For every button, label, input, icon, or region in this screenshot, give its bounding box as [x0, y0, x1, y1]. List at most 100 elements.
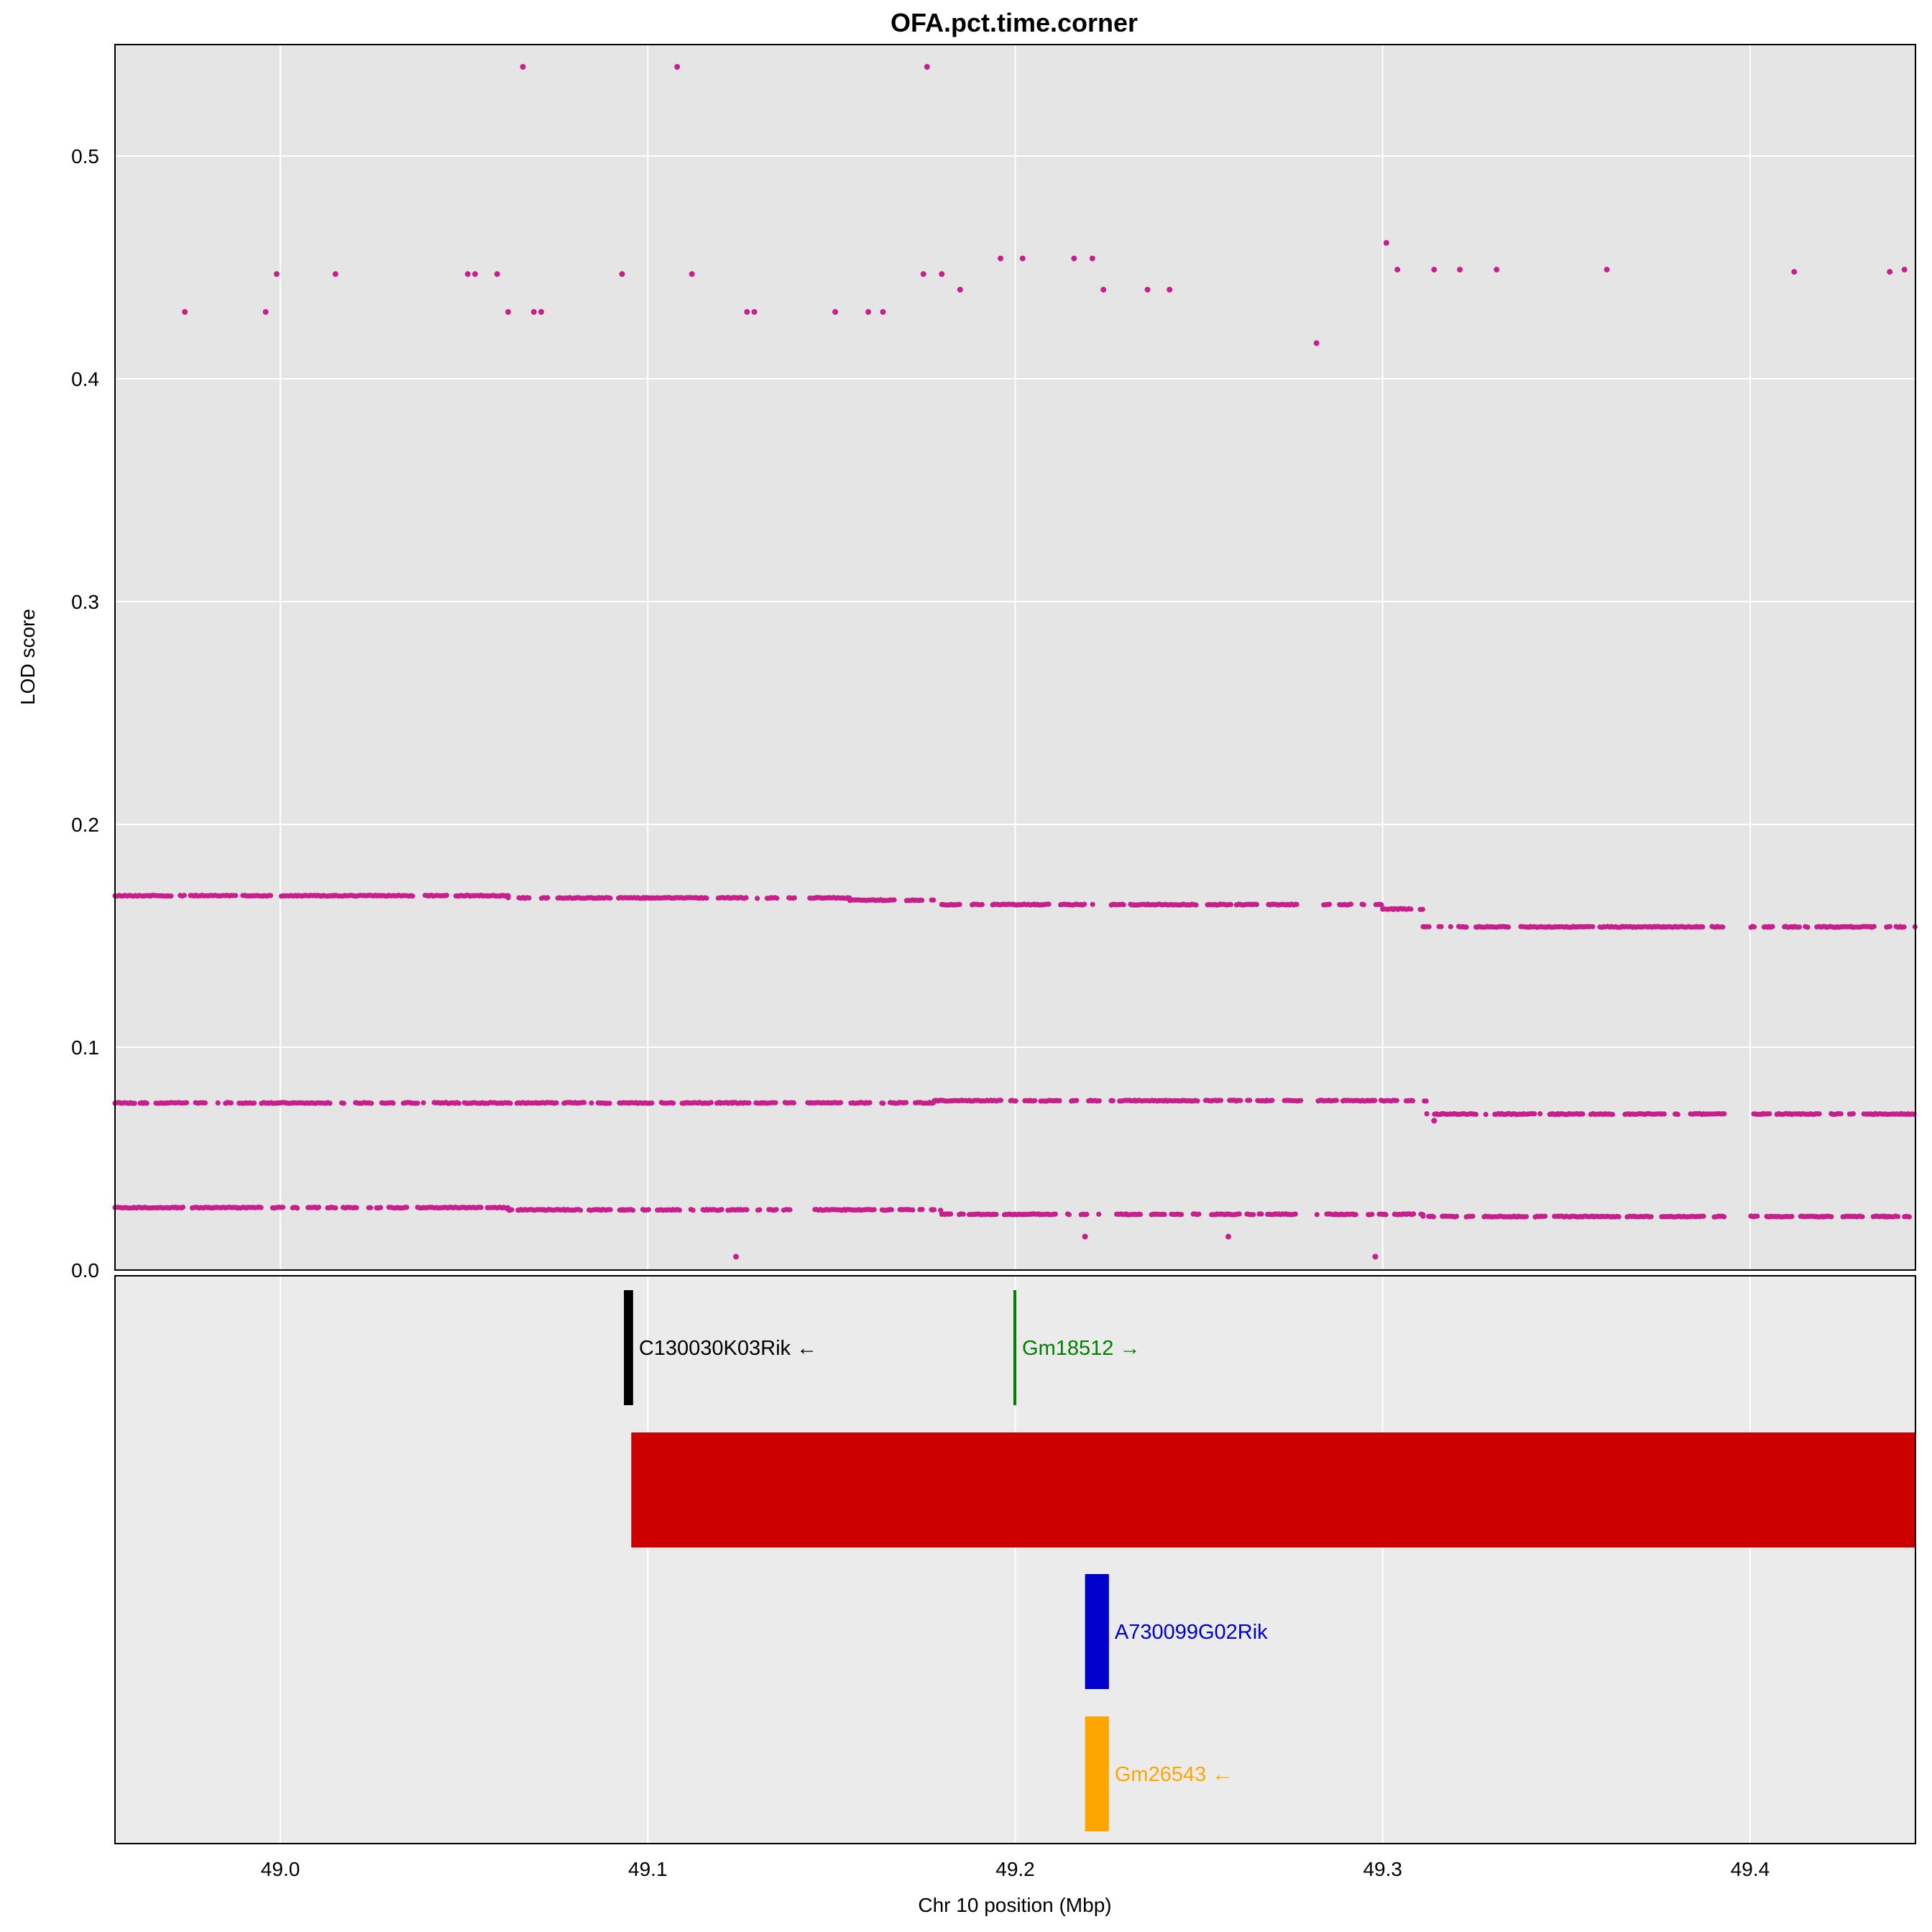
lod-point: [690, 1208, 696, 1213]
lod-point: [1721, 1214, 1727, 1220]
x-tick-label: 49.3: [1363, 1858, 1402, 1880]
lod-point: [919, 898, 925, 903]
lod-point: [251, 1100, 257, 1106]
lod-point: [1438, 924, 1444, 929]
lod-point: [832, 309, 838, 315]
lod-point: [1353, 1212, 1358, 1218]
lod-point: [507, 1100, 513, 1106]
lod-point: [903, 1100, 909, 1105]
lod-point: [1046, 901, 1052, 907]
lod-point: [464, 271, 471, 277]
lod-point: [867, 1100, 873, 1105]
lod-point: [262, 309, 269, 315]
lod-point: [1887, 924, 1893, 929]
lod-point: [1089, 255, 1095, 262]
lod-point: [509, 1207, 515, 1213]
lod-point: [1314, 1212, 1320, 1218]
lod-point: [744, 309, 750, 315]
lod-point: [273, 271, 280, 277]
lod-point: [998, 255, 1004, 262]
y-tick-label: 0.4: [71, 368, 99, 390]
lod-point: [837, 1100, 844, 1105]
lod-point: [1019, 255, 1026, 262]
lod-point: [369, 1100, 374, 1106]
lod-point: [1838, 1111, 1844, 1117]
lod-point: [332, 271, 339, 277]
lod-point: [1110, 1098, 1116, 1104]
gene-label: Gm18512 →: [1022, 1337, 1140, 1360]
lod-point: [1057, 1098, 1062, 1103]
lod-point: [1167, 287, 1173, 293]
lod-point: [1590, 924, 1596, 929]
lod-point: [1410, 1098, 1416, 1104]
lod-grid: [115, 45, 1915, 1271]
lod-point: [1648, 1214, 1654, 1220]
lod-point: [704, 896, 709, 901]
gene-tracks: C130030K03Rik ← Gm18512 → A730099G02Rik Gm2…: [624, 1290, 1915, 1831]
lod-point: [1580, 1111, 1586, 1117]
lod-point: [1532, 1111, 1537, 1117]
lod-point: [1052, 1211, 1058, 1217]
y-tick-label: 0.2: [71, 814, 99, 836]
lod-point: [333, 1205, 339, 1211]
x-axis-label: Chr 10 position (Mbp): [918, 1894, 1111, 1916]
lod-point: [1121, 902, 1126, 908]
lod-point: [1457, 267, 1463, 273]
lod-point: [1431, 267, 1438, 273]
lod-point: [545, 895, 551, 901]
lod-point: [960, 1211, 966, 1217]
lod-point: [732, 1254, 739, 1260]
lod-point: [1294, 901, 1300, 907]
lod-point: [1424, 1111, 1430, 1117]
lod-point: [689, 271, 695, 277]
lod-point: [931, 897, 937, 903]
lod-point: [630, 1208, 636, 1213]
lod-point: [168, 893, 174, 899]
y-tick-label: 0.3: [71, 591, 99, 613]
lod-point: [181, 893, 187, 898]
lod-point: [1225, 1233, 1232, 1240]
y-tick-label: 0.0: [71, 1259, 99, 1282]
lod-point: [494, 271, 500, 277]
lod-point: [1796, 924, 1802, 930]
lod-point: [354, 1205, 359, 1210]
lod-point: [1348, 901, 1354, 907]
lod-point: [415, 1100, 420, 1106]
lod-point: [607, 1207, 613, 1213]
lod-point: [1327, 901, 1333, 907]
lod-point: [341, 1100, 346, 1106]
lod-point: [1379, 902, 1384, 908]
lod-point: [719, 1207, 724, 1213]
lod-point: [505, 895, 511, 901]
lod-point: [1408, 906, 1414, 912]
lod-point: [1828, 1214, 1834, 1220]
lod-point: [1196, 1211, 1202, 1217]
lod-point: [671, 1100, 676, 1106]
lod-point: [1383, 239, 1389, 246]
lod-point: [931, 1207, 937, 1213]
lod-panel-border: [114, 44, 1916, 1271]
lod-point: [1372, 1254, 1379, 1260]
lod-point: [144, 1100, 150, 1106]
lod-point: [1473, 1111, 1478, 1117]
lod-point: [1675, 1111, 1680, 1118]
gene-label: Gm26543 ←: [1115, 1763, 1233, 1786]
lod-point: [1071, 255, 1077, 262]
lod-point: [1372, 1098, 1378, 1103]
lod-point: [295, 1205, 300, 1211]
x-tick-label: 49.4: [1731, 1858, 1770, 1880]
lod-point: [1383, 1212, 1389, 1218]
lod-point: [1700, 924, 1706, 930]
lod-point: [1721, 1111, 1727, 1117]
lod-point: [993, 1212, 999, 1218]
lod-point: [1604, 267, 1610, 273]
lod-point: [1394, 267, 1401, 273]
lod-point: [505, 309, 512, 315]
lod-point: [791, 895, 797, 901]
lod-point: [1423, 1098, 1429, 1104]
lod-point: [1032, 1098, 1038, 1103]
lod-point: [871, 1207, 877, 1213]
lod-point: [1298, 1098, 1304, 1103]
lod-point: [530, 309, 537, 315]
lod-point: [520, 64, 526, 70]
